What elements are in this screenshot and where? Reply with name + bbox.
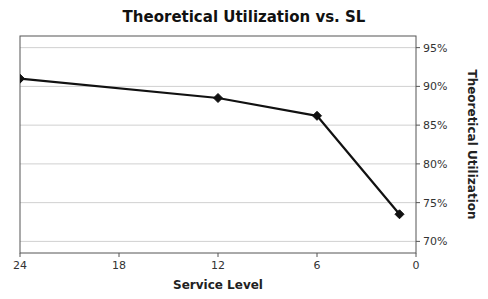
y-tick [416,241,420,242]
y-axis-label: Theoretical Utilization [465,69,479,219]
y-tick-label: 95% [423,42,447,55]
marker [313,111,322,120]
x-tick-label: 12 [211,259,225,272]
data [20,74,404,219]
y-tick-label: 85% [423,119,447,132]
marker [214,94,223,103]
y-tick [416,202,420,203]
y-tick-label: 70% [423,235,447,248]
marker [20,74,25,83]
x-tick [317,253,318,257]
x-tick [218,253,219,257]
y-tick-label: 75% [423,197,447,210]
grid-line [20,47,416,48]
line [20,79,400,215]
y-tick [416,125,420,126]
plot-frame [20,36,416,253]
grid-line [20,86,416,87]
y-tick [416,47,420,48]
x-axis-label: Service Level [173,278,263,292]
x-tick [119,253,120,257]
x-tick-label: 24 [13,259,27,272]
x-tick-label: 6 [314,259,321,272]
x-tick-label: 0 [413,259,420,272]
y-axis: 70% 75% 80% 85% 90% 95% Theoretical Utilizatio… [416,42,479,249]
grid-line [20,202,416,203]
y-tick [416,163,420,164]
grid-line [20,125,416,126]
y-tick [416,86,420,87]
y-tick-label: 90% [423,80,447,93]
x-tick [416,253,417,257]
marker [395,210,404,219]
x-tick [20,253,21,257]
x-tick-label: 18 [112,259,126,272]
chart: 0 6 12 18 24 Service Level 70% 75% 80% 85% 90% 95% T… [0,0,488,299]
grid-line [20,241,416,242]
y-tick-label: 80% [423,158,447,171]
x-axis: 0 6 12 18 24 Service Level [13,253,420,292]
grid [20,48,416,242]
chart-title: Theoretical Utilization vs. SL [123,8,366,26]
